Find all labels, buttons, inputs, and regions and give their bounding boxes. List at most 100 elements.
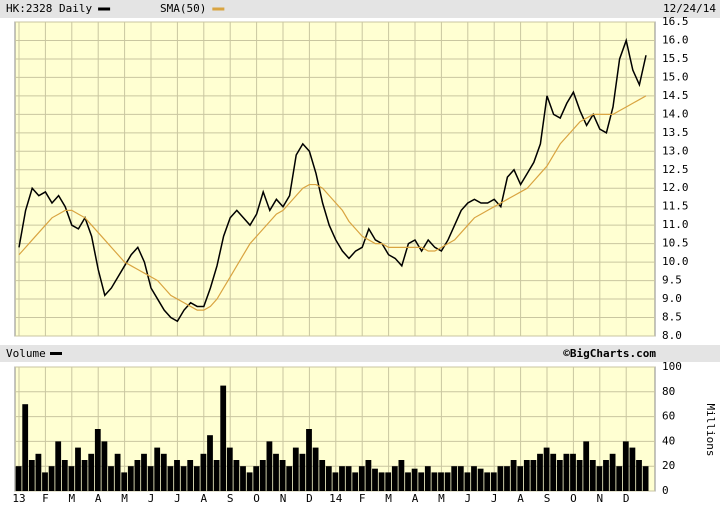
volume-bar (358, 466, 365, 491)
volume-bar (523, 460, 530, 491)
x-tick-label: N (596, 492, 603, 505)
volume-bar (444, 472, 451, 491)
volume-bar (61, 460, 68, 491)
y-tick-label: 100 (662, 360, 682, 373)
volume-bar (438, 472, 444, 491)
x-tick-label: S (227, 492, 234, 505)
volume-bar (42, 472, 48, 491)
volume-title: Volume (6, 347, 46, 360)
y-tick-label: 16.0 (662, 33, 689, 46)
x-tick-label: A (200, 492, 207, 505)
volume-bar (537, 453, 543, 491)
volume-bar (325, 466, 332, 491)
volume-bar (609, 453, 616, 491)
y-tick-label: 8.5 (662, 311, 682, 324)
y-tick-label: 16.5 (662, 15, 689, 28)
volume-bar (154, 447, 161, 491)
volume-bar (510, 460, 517, 491)
volume-bar (193, 466, 200, 491)
volume-bar (114, 453, 121, 491)
volume-bar (570, 453, 576, 491)
volume-bar (253, 466, 260, 491)
x-tick-label: O (570, 492, 577, 505)
y-tick-label: 15.0 (662, 70, 689, 83)
volume-bar (451, 466, 458, 491)
volume-bar (286, 466, 293, 491)
y-tick-label: 20 (662, 459, 675, 472)
y-tick-label: 9.0 (662, 292, 682, 305)
volume-bar (424, 466, 431, 491)
legend-label: SMA(50) (160, 2, 206, 15)
volume-bar (332, 472, 339, 491)
x-tick-label: J (464, 492, 471, 505)
volume-bar (339, 466, 345, 491)
volume-bar (431, 472, 438, 491)
volume-bar (622, 441, 629, 491)
volume-bar (411, 468, 418, 491)
credit: ©BigCharts.com (563, 347, 656, 360)
x-tick-label: M (385, 492, 392, 505)
volume-bar (28, 460, 35, 491)
volume-bar (55, 441, 62, 491)
volume-bar (233, 460, 240, 491)
volume-bar (246, 472, 253, 491)
volume-bar (319, 460, 326, 491)
volume-bar (299, 453, 306, 491)
volume-bar (543, 447, 550, 491)
y-axis-label: Millions (704, 404, 717, 457)
price-line (18, 95, 647, 311)
volume-bar (68, 466, 75, 491)
y-tick-label: 10.0 (662, 255, 689, 268)
volume-bar (266, 441, 273, 491)
legend-swatch (212, 7, 225, 11)
volume-bar (405, 472, 411, 491)
volume-bar (556, 460, 563, 491)
y-tick-label: 0 (662, 484, 669, 497)
volume-bar (167, 466, 174, 491)
x-tick-label: J (148, 492, 155, 505)
volume-bar (174, 460, 180, 491)
volume-bar (583, 441, 590, 491)
volume-bar (477, 468, 484, 491)
volume-bar (457, 466, 464, 491)
legend-label: HK:2328 Daily (6, 2, 92, 15)
volume-bar (504, 466, 510, 491)
volume-bar (484, 472, 491, 491)
volume-bar (240, 466, 246, 491)
volume-bar (75, 447, 81, 491)
volume-bar (312, 447, 319, 491)
y-tick-label: 13.0 (662, 144, 689, 157)
y-tick-label: 10.5 (662, 237, 689, 250)
volume-bar (35, 453, 42, 491)
x-tick-label: 13 (12, 492, 25, 505)
volume-bar (259, 460, 266, 491)
volume-bar (596, 466, 603, 491)
volume-bar (642, 466, 649, 491)
volume-bar (147, 466, 154, 491)
volume-bar (464, 472, 471, 491)
y-tick-label: 14.5 (662, 89, 689, 102)
y-tick-label: 11.0 (662, 218, 689, 231)
volume-bar (213, 460, 220, 491)
volume-bar (398, 460, 405, 491)
volume-bar (636, 460, 642, 491)
volume-bar (372, 468, 378, 491)
date-label: 12/24/14 (663, 2, 716, 15)
x-tick-label: S (544, 492, 551, 505)
y-tick-label: 15.5 (662, 52, 689, 65)
volume-bar (497, 466, 504, 491)
x-tick-label: A (517, 492, 524, 505)
volume-bar (576, 460, 583, 491)
price-line (18, 37, 647, 323)
volume-bar (88, 453, 95, 491)
volume-bar (629, 447, 636, 491)
x-tick-label: M (68, 492, 75, 505)
volume-bar (187, 460, 194, 491)
y-tick-label: 9.5 (662, 274, 682, 287)
x-tick-label: D (623, 492, 630, 505)
volume-bar (127, 466, 134, 491)
volume-bar (207, 435, 213, 491)
volume-bar (48, 466, 55, 491)
volume-bar (306, 429, 312, 491)
